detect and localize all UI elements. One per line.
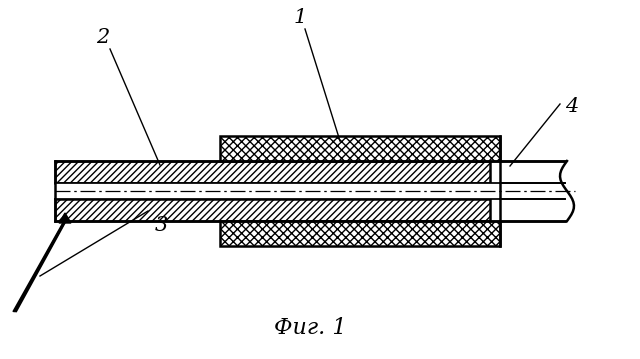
Bar [220, 221, 500, 246]
Text: Фиг. 1: Фиг. 1 [274, 317, 346, 339]
Bar [55, 161, 565, 221]
Bar [55, 161, 490, 183]
Text: 2: 2 [97, 28, 109, 47]
Text: 3: 3 [155, 216, 168, 235]
Polygon shape [59, 213, 71, 223]
Text: 4: 4 [565, 98, 579, 117]
Bar [55, 199, 490, 221]
Text: 1: 1 [293, 8, 307, 27]
Bar [220, 136, 500, 161]
Bar [500, 161, 565, 221]
Bar [55, 183, 585, 199]
